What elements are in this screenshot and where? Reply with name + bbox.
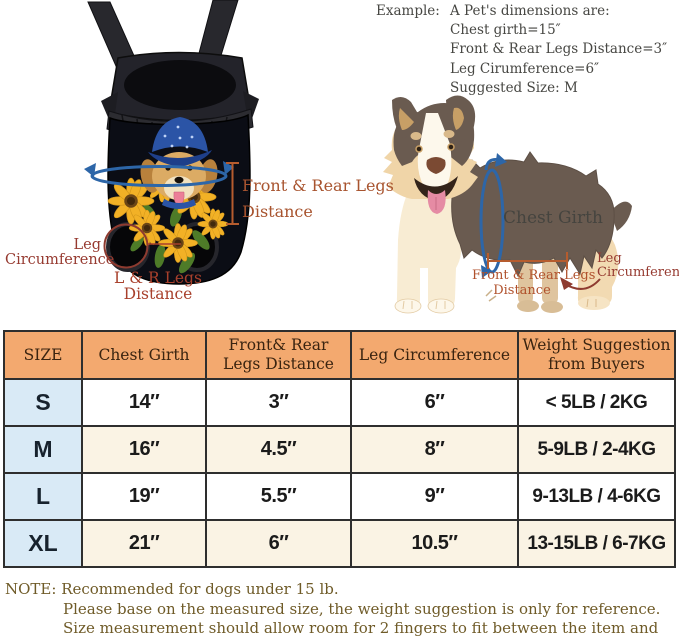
leg-circumference-cell: 6″ — [350, 378, 519, 427]
leg-circumference-circle — [103, 223, 149, 269]
sunflower-print — [107, 169, 229, 274]
note-line: Size measurement should allow room for 2… — [63, 619, 659, 637]
leg-circumference-cell: 8″ — [350, 425, 519, 474]
leg-circumference-cell: 10.5″ — [350, 519, 519, 568]
corgi-nose — [426, 157, 446, 174]
note-line: Please base on the measured size, the we… — [63, 599, 661, 618]
note-block: NOTE: Recommended for dogs under 15 lb. … — [5, 580, 679, 638]
table-row: S 14″ 3″ 6″ < 5LB / 2KG — [3, 378, 676, 427]
example-line: A Pet's dimensions are: — [450, 3, 610, 19]
leg-circumference-cell: 9″ — [350, 472, 519, 521]
corgi-front-rear-legs-label: Front & Rear Legs Distance — [472, 268, 596, 298]
corgi-measurements — [479, 153, 601, 290]
legs-distance-cell: 5.5″ — [205, 472, 352, 521]
chest-girth-cell: 16″ — [81, 425, 207, 474]
corgi-chest-front-legs — [396, 192, 462, 308]
weight-cell: < 5LB / 2KG — [517, 378, 676, 427]
legs-distance-cell: 6″ — [205, 519, 352, 568]
dog-hat — [152, 117, 208, 152]
legs-distance-cell: 4.5″ — [205, 425, 352, 474]
size-cell: XL — [3, 519, 83, 568]
backpack-measurements — [84, 161, 239, 269]
example-line: Front & Rear Legs Distance=3″ — [450, 41, 668, 58]
example-line: Chest girth=15″ — [450, 22, 561, 39]
corgi-head — [383, 95, 478, 214]
backpack-illustration — [84, 0, 259, 285]
header-size: SIZE — [3, 330, 83, 380]
chest-girth-cell: 14″ — [81, 378, 207, 427]
corgi-tail — [610, 201, 632, 231]
weight-cell: 5-9LB / 2-4KG — [517, 425, 676, 474]
backpack-front-rear-legs-label: Front & Rear Legs Distance — [242, 176, 394, 221]
illustrations-artwork — [84, 0, 632, 314]
corgi-leg-circumference-label: Leg Circumference — [597, 251, 679, 280]
corgi-chest-girth-label: Chest Girth — [503, 208, 603, 228]
size-cell: M — [3, 425, 83, 474]
example-lines: A Pet's dimensions are: Chest girth=15″ … — [450, 2, 667, 98]
chest-girth-cell: 21″ — [81, 519, 207, 568]
size-table: SIZE Chest Girth Front& Rear Legs Distan… — [3, 330, 676, 568]
note-line: NOTE: Recommended for dogs under 15 lb. — [5, 580, 339, 598]
header-weight-suggestion: Weight Suggestion from Buyers — [517, 330, 676, 380]
table-row: XL 21″ 6″ 10.5″ 13-15LB / 6-7KG — [3, 519, 676, 568]
chest-girth-cell: 19″ — [81, 472, 207, 521]
legs-distance-cell: 3″ — [205, 378, 352, 427]
corgi-tongue — [427, 190, 446, 214]
corgi-illustration — [383, 95, 632, 314]
weight-cell: 13-15LB / 6-7KG — [517, 519, 676, 568]
chest-girth-tape — [479, 168, 505, 274]
header-legs-distance: Front& Rear Legs Distance — [205, 330, 352, 380]
backpack-lr-legs-distance-label: L & R Legs Distance — [114, 269, 202, 303]
header-leg-circumference: Leg Circumference — [350, 330, 519, 380]
example-line: Leg Cirumference=6″ — [450, 60, 600, 77]
example-line: Suggested Size: M — [450, 79, 578, 96]
example-label: Example: — [376, 3, 440, 19]
backpack-leg-circumference-label: Leg Circumference — [5, 237, 115, 268]
chest-tape-ellipse — [90, 165, 228, 187]
example-block: Example: A Pet's dimensions are: Chest g… — [376, 2, 667, 98]
size-cell: S — [3, 378, 83, 427]
weight-cell: 9-13LB / 4-6KG — [517, 472, 676, 521]
table-row: M 16″ 4.5″ 8″ 5-9LB / 2-4KG — [3, 425, 676, 474]
size-table-header-row: SIZE Chest Girth Front& Rear Legs Distan… — [3, 330, 676, 380]
header-chest-girth: Chest Girth — [81, 330, 207, 380]
size-cell: L — [3, 472, 83, 521]
table-row: L 19″ 5.5″ 9″ 9-13LB / 4-6KG — [3, 472, 676, 521]
